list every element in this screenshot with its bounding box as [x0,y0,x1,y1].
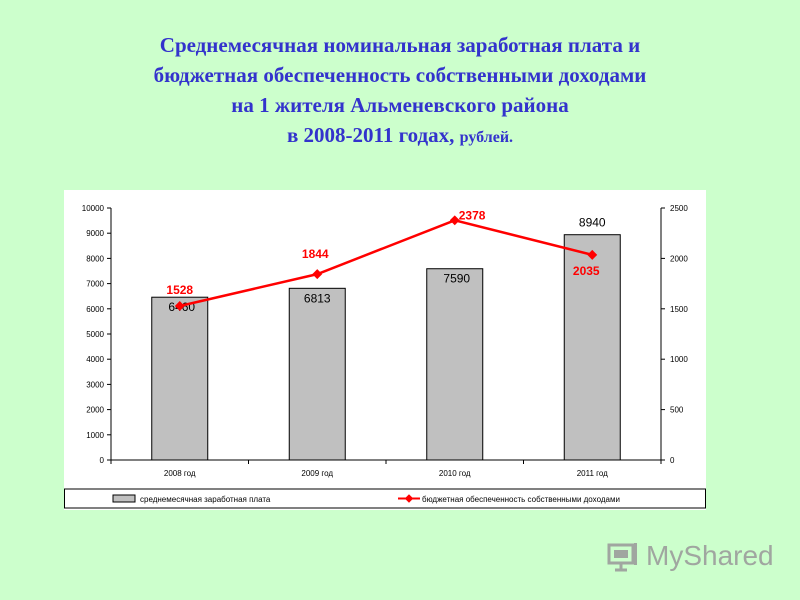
left-tick-label: 1000 [86,431,104,440]
chart-svg: 0100020003000400050006000700080009000100… [64,204,706,509]
watermark-text: MyShared [646,540,774,571]
left-tick-label: 6000 [86,305,104,314]
right-tick-label: 1000 [670,355,688,364]
left-tick-label: 3000 [86,380,104,389]
line-value-label: 2378 [459,208,486,222]
legend-bar-swatch [112,494,136,503]
right-tick-label: 0 [670,456,675,465]
line-value-label: 1528 [166,283,193,297]
category-label: 2009 год [301,469,333,478]
bar [288,287,346,461]
title-years: в 2008-2011 годах, [286,123,455,147]
bar-value-label: 8940 [579,216,606,230]
right-tick-label: 2500 [670,204,688,213]
title-line-4: в 2008-2011 годах, рублей. [40,120,760,153]
right-tick-label: 1500 [670,305,688,314]
title-line-3: на 1 жителя Альменевского района [231,93,569,117]
bar [426,268,484,461]
bar [563,234,621,461]
left-tick-label: 10000 [82,204,105,213]
bar-value-label: 7590 [443,272,470,286]
left-tick-label: 7000 [86,280,104,289]
left-tick-label: 2000 [86,406,104,415]
category-label: 2008 год [164,469,196,478]
category-label: 2011 год [577,469,608,478]
right-tick-label: 500 [670,406,684,415]
legend-line-marker [404,494,414,503]
legend-bar-label: среднемесячная заработная плата [140,495,271,504]
line-marker [174,301,185,311]
bar-value-label: 6813 [304,291,331,305]
left-tick-label: 8000 [86,254,104,263]
line-value-label: 2035 [573,264,600,278]
legend-line-label: бюджетная обеспеченность собственными до… [422,495,620,504]
title-unit: рублей. [459,129,514,146]
presentation-board-icon [606,539,640,573]
line-value-label: 1844 [302,247,329,261]
title-line-1: Среднемесячная номинальная заработная пл… [159,33,641,57]
chart-title: Среднемесячная номинальная заработная пл… [40,30,760,153]
line-marker [312,269,323,280]
right-tick-label: 2000 [670,254,688,263]
title-line-2: бюджетная обеспеченность собственными до… [153,63,647,87]
left-tick-label: 4000 [86,355,104,364]
left-tick-label: 5000 [86,330,104,339]
line-marker [587,249,598,260]
left-tick-label: 9000 [86,229,104,238]
chart-area: 0 1000 2000 3000 4000 5000 6000 7000 8000 9000 100… [64,190,706,510]
bar [151,296,209,461]
category-label: 2010 год [439,469,471,478]
watermark: MyShared [606,536,774,576]
legend-box [64,488,706,509]
line-series [179,218,593,308]
left-tick-label: 0 [100,456,105,465]
